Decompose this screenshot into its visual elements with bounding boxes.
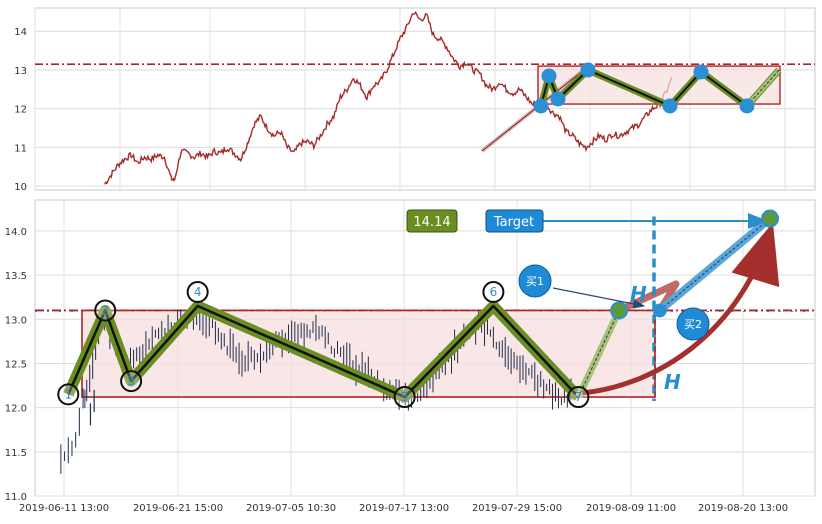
bottom-y-tick-label: 12.0 — [5, 404, 27, 415]
bottom-y-tick-label: 13.5 — [5, 271, 27, 282]
target-value-box — [406, 209, 458, 233]
height-label-upper: H — [630, 282, 647, 306]
pattern-point-1 — [57, 383, 80, 406]
projection-curve-arrow — [582, 222, 780, 396]
top-y-tick-label: 10 — [14, 182, 27, 193]
pattern-point-label: 7 — [575, 390, 583, 404]
buy-1-label: 买1 — [526, 275, 544, 288]
target-point — [761, 209, 779, 228]
buy-point-2 — [652, 303, 667, 318]
height-label-lower: H — [664, 370, 681, 394]
pattern-point-4 — [186, 281, 209, 304]
top-pattern-point — [550, 91, 566, 107]
top-y-tick-label: 12 — [14, 105, 27, 116]
target-label-box — [485, 209, 544, 233]
bottom-pattern-overlay: 买1 买2 H H 14.14 Target 1 2 3 4 5 6 7 — [35, 209, 815, 474]
top-y-tick-label: 11 — [14, 143, 27, 154]
top-price-series — [104, 11, 673, 185]
bottom-x-tick-label: 2019-07-29 15:00 — [472, 503, 562, 514]
bottom-y-tick-label: 13.0 — [5, 315, 27, 326]
bottom-x-tick-label: 2019-07-05 10:30 — [246, 503, 336, 514]
pattern-point-3 — [120, 370, 143, 393]
pattern-point-label: 3 — [127, 374, 135, 388]
bottom-x-tick-label: 2019-08-20 13:00 — [698, 503, 788, 514]
pattern-point-label: 4 — [194, 285, 202, 299]
top-pattern-point — [662, 98, 678, 114]
buy-1-badge — [518, 264, 552, 298]
bottom-y-tick-label: 11.5 — [5, 448, 27, 459]
pattern-point-2 — [94, 299, 117, 322]
top-pattern-point — [739, 98, 755, 114]
pattern-point-5 — [393, 386, 416, 409]
bottom-zigzag-line — [67, 304, 580, 399]
bottom-target-line — [659, 218, 771, 311]
bottom-x-axis: 2019-06-11 13:00 2019-06-21 15:00 2019-07-… — [19, 503, 788, 514]
pattern-point-label: 5 — [401, 390, 409, 404]
buy-2-badge — [676, 307, 710, 341]
pattern-point-label: 1 — [64, 387, 72, 401]
top-pattern-point — [580, 62, 596, 78]
buy-2-label: 买2 — [684, 318, 702, 331]
bottom-y-tick-label: 14.0 — [5, 227, 27, 238]
bottom-y-tick-label: 11.0 — [5, 492, 27, 503]
top-y-axis: 10 11 12 13 14 — [14, 27, 27, 193]
target-value-label: 14.14 — [413, 215, 450, 230]
top-price-line — [104, 11, 673, 185]
buy-1-pointer — [552, 287, 646, 309]
bottom-breakout-line — [577, 310, 620, 398]
pattern-point-label: 2 — [101, 303, 109, 317]
top-y-tick-label: 13 — [14, 66, 27, 77]
bottom-x-tick-label: 2019-07-17 13:00 — [359, 503, 449, 514]
bottom-x-tick-label: 2019-08-09 11:00 — [586, 503, 676, 514]
top-pattern-overlay — [35, 62, 815, 153]
bottom-y-axis: 11.0 11.5 12.0 12.5 13.0 13.5 14.0 — [5, 227, 27, 503]
top-pattern-point — [533, 98, 549, 114]
top-pattern-point — [541, 68, 557, 84]
pattern-point-label: 6 — [490, 285, 498, 299]
top-y-tick-label: 14 — [14, 27, 27, 38]
bottom-x-tick-label: 2019-06-11 13:00 — [19, 503, 109, 514]
pattern-point-6 — [482, 281, 505, 304]
buy-point-1 — [610, 301, 629, 320]
top-trend-line — [481, 68, 586, 152]
bottom-y-tick-label: 12.5 — [5, 359, 27, 370]
top-pattern-point — [693, 64, 709, 80]
top-breakout-line — [746, 69, 780, 107]
pattern-point-7 — [567, 386, 590, 409]
bottom-x-tick-label: 2019-06-21 15:00 — [133, 503, 223, 514]
target-label-text: Target — [493, 215, 534, 230]
